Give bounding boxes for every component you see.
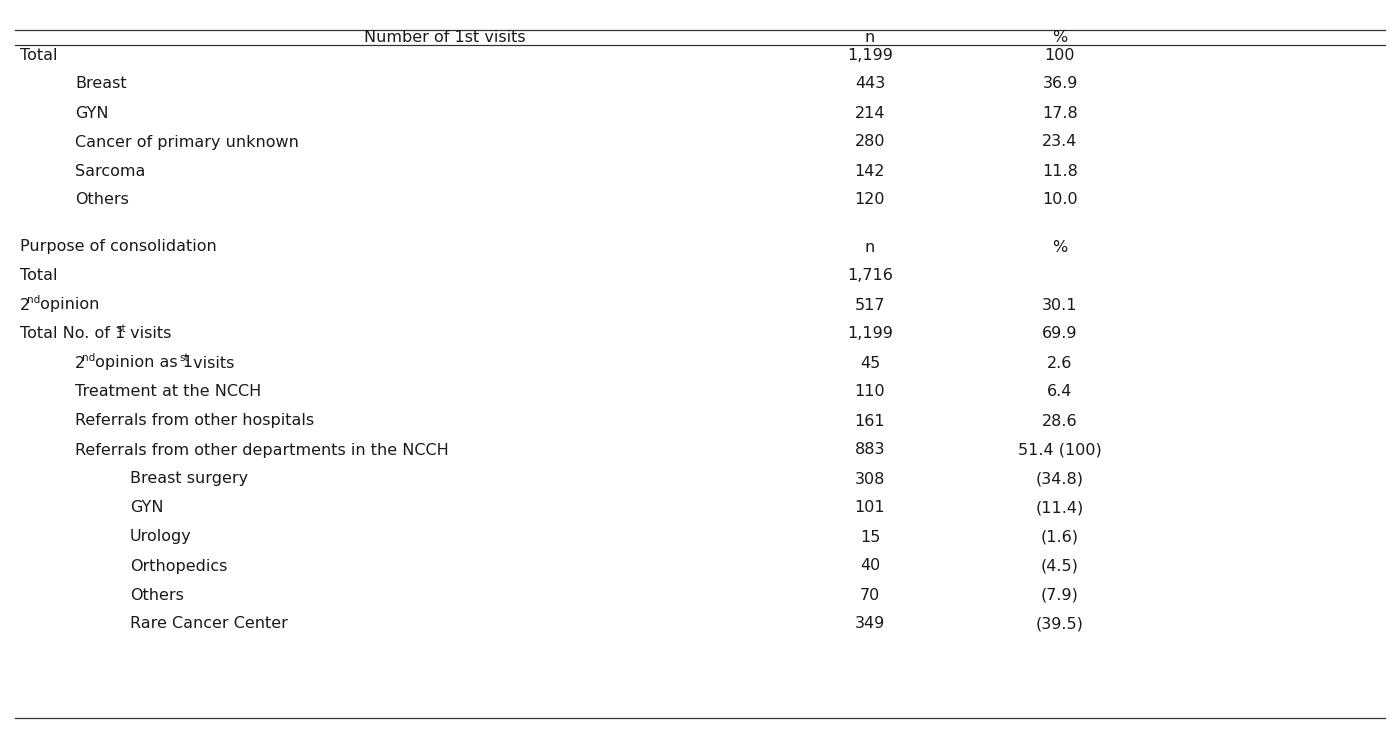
Text: nd: nd xyxy=(81,353,95,363)
Text: (34.8): (34.8) xyxy=(1036,471,1084,487)
Text: Referrals from other departments in the NCCH: Referrals from other departments in the … xyxy=(76,442,449,458)
Text: 15: 15 xyxy=(860,529,881,545)
Text: opinion: opinion xyxy=(35,298,99,312)
Text: 10.0: 10.0 xyxy=(1042,192,1078,208)
Text: 40: 40 xyxy=(860,558,881,574)
Text: Breast: Breast xyxy=(76,77,126,91)
Text: 161: 161 xyxy=(854,414,885,428)
Text: 17.8: 17.8 xyxy=(1042,105,1078,121)
Text: 2: 2 xyxy=(20,298,31,312)
Text: opinion as 1: opinion as 1 xyxy=(90,355,193,371)
Text: Total: Total xyxy=(20,268,57,284)
Text: 280: 280 xyxy=(855,135,885,150)
Text: 11.8: 11.8 xyxy=(1042,164,1078,178)
Text: %: % xyxy=(1053,240,1068,254)
Text: Total No. of 1: Total No. of 1 xyxy=(20,327,125,341)
Text: (7.9): (7.9) xyxy=(1042,588,1079,602)
Text: 1,199: 1,199 xyxy=(847,48,893,62)
Text: 443: 443 xyxy=(855,77,885,91)
Text: 45: 45 xyxy=(860,355,881,371)
Text: Referrals from other hospitals: Referrals from other hospitals xyxy=(76,414,314,428)
Text: 517: 517 xyxy=(855,298,885,312)
Text: Treatment at the NCCH: Treatment at the NCCH xyxy=(76,385,262,400)
Text: 1,716: 1,716 xyxy=(847,268,893,284)
Text: (4.5): (4.5) xyxy=(1042,558,1079,574)
Text: 30.1: 30.1 xyxy=(1042,298,1078,312)
Text: 101: 101 xyxy=(854,501,885,515)
Text: Others: Others xyxy=(76,192,129,208)
Text: 214: 214 xyxy=(855,105,885,121)
Text: visits: visits xyxy=(188,355,234,371)
Text: 883: 883 xyxy=(855,442,885,458)
Text: 1,199: 1,199 xyxy=(847,327,893,341)
Text: nd: nd xyxy=(27,295,41,305)
Text: n: n xyxy=(865,240,875,254)
Text: Sarcoma: Sarcoma xyxy=(76,164,146,178)
Text: (1.6): (1.6) xyxy=(1042,529,1079,545)
Text: 36.9: 36.9 xyxy=(1043,77,1078,91)
Text: GYN: GYN xyxy=(130,501,164,515)
Text: n: n xyxy=(865,30,875,45)
Text: visits: visits xyxy=(125,327,171,341)
Text: Orthopedics: Orthopedics xyxy=(130,558,227,574)
Text: 349: 349 xyxy=(855,616,885,632)
Text: GYN: GYN xyxy=(76,105,109,121)
Text: Breast surgery: Breast surgery xyxy=(130,471,248,487)
Text: 6.4: 6.4 xyxy=(1047,385,1072,400)
Text: st: st xyxy=(179,353,189,363)
Text: 28.6: 28.6 xyxy=(1042,414,1078,428)
Text: 23.4: 23.4 xyxy=(1043,135,1078,150)
Text: st: st xyxy=(116,324,126,334)
Text: 70: 70 xyxy=(860,588,881,602)
Text: Others: Others xyxy=(130,588,183,602)
Text: (39.5): (39.5) xyxy=(1036,616,1084,632)
Text: Total: Total xyxy=(20,48,57,62)
Text: Cancer of primary unknown: Cancer of primary unknown xyxy=(76,135,298,150)
Text: 110: 110 xyxy=(854,385,885,400)
Text: %: % xyxy=(1053,30,1068,45)
Text: 100: 100 xyxy=(1044,48,1075,62)
Text: (11.4): (11.4) xyxy=(1036,501,1084,515)
Text: 51.4 (100): 51.4 (100) xyxy=(1018,442,1102,458)
Text: Purpose of consolidation: Purpose of consolidation xyxy=(20,240,217,254)
Text: 2: 2 xyxy=(76,355,85,371)
Text: 308: 308 xyxy=(855,471,885,487)
Text: 142: 142 xyxy=(855,164,885,178)
Text: 69.9: 69.9 xyxy=(1042,327,1078,341)
Text: 2.6: 2.6 xyxy=(1047,355,1072,371)
Text: 120: 120 xyxy=(855,192,885,208)
Text: Urology: Urology xyxy=(130,529,192,545)
Text: Number of 1st visits: Number of 1st visits xyxy=(364,30,526,45)
Text: Rare Cancer Center: Rare Cancer Center xyxy=(130,616,288,632)
